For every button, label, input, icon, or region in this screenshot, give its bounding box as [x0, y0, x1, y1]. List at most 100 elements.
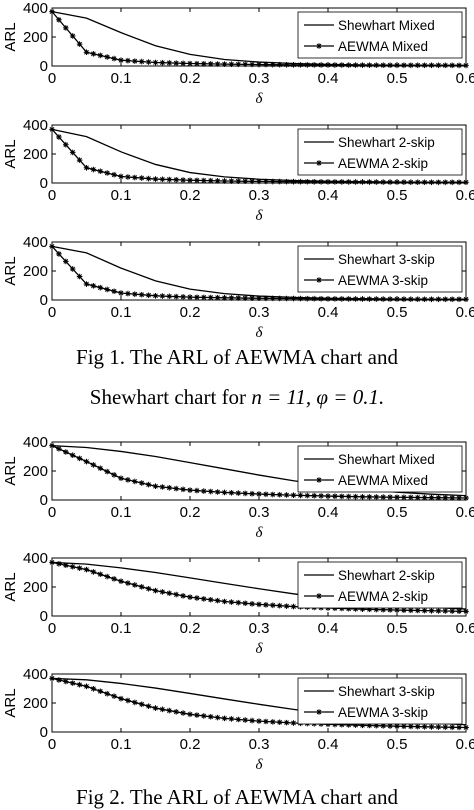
series-point-2 — [359, 722, 366, 729]
series-point-2 — [173, 709, 179, 715]
series-point-2 — [449, 179, 455, 186]
series-point-2 — [339, 296, 345, 302]
series-point-2 — [428, 607, 435, 614]
series-point-2 — [408, 62, 414, 69]
series-point-2 — [263, 61, 269, 68]
x-tick-label: 0 — [48, 187, 56, 204]
series-point-2 — [166, 293, 173, 300]
series-point-2 — [166, 707, 173, 714]
series-point-2 — [221, 178, 228, 184]
legend-box — [297, 445, 463, 493]
x-tick-label: 0.4 — [318, 187, 339, 204]
series-point-2 — [76, 41, 83, 47]
x-axis-label: δ — [256, 208, 264, 224]
series-point-2 — [132, 699, 138, 706]
series-point-2 — [387, 723, 393, 729]
series-point-2 — [449, 296, 455, 303]
series-point-2 — [83, 458, 90, 465]
legend-marker — [316, 477, 322, 483]
x-tick-label: 0.6 — [456, 736, 474, 753]
series-point-2 — [311, 178, 317, 185]
series-point-2 — [76, 455, 83, 462]
series-point-2 — [352, 493, 359, 500]
series-point-2 — [442, 62, 449, 69]
series-point-2 — [256, 178, 262, 185]
series-point-2 — [111, 55, 117, 62]
x-axis-label: δ — [256, 641, 264, 657]
series-point-2 — [345, 493, 352, 500]
series-point-2 — [290, 178, 297, 185]
x-tick-label: 0.4 — [318, 620, 339, 637]
series-point-2 — [56, 446, 62, 452]
series-point-2 — [145, 292, 152, 299]
series-point-2 — [387, 607, 393, 613]
legend-label: Shewhart Mixed — [338, 452, 435, 467]
series-point-2 — [118, 695, 124, 702]
series-point-2 — [138, 291, 145, 298]
series-point-2 — [49, 675, 55, 682]
series-point-2 — [428, 724, 435, 730]
legend-marker — [316, 593, 322, 599]
series-point-2 — [332, 721, 338, 728]
series-point-2 — [207, 713, 214, 720]
series-point-2 — [290, 720, 297, 726]
series-point-2 — [228, 178, 235, 184]
y-tick-label: 0 — [40, 492, 48, 509]
series-point-2 — [373, 606, 380, 613]
series-point-2 — [408, 607, 414, 614]
series-point-2 — [318, 493, 324, 499]
series-point-2 — [118, 290, 124, 296]
series-point-2 — [311, 295, 317, 302]
x-tick-label: 0.3 — [249, 70, 270, 87]
series-point-2 — [270, 602, 276, 609]
x-tick-label: 0 — [48, 70, 56, 87]
x-tick-label: 0 — [48, 736, 56, 753]
series-point-2 — [428, 296, 435, 303]
y-axis-label: ARL — [2, 256, 19, 285]
series-point-2 — [394, 179, 400, 185]
series-point-2 — [421, 62, 428, 69]
x-tick-label: 0.5 — [387, 70, 408, 87]
series-point-2 — [49, 559, 55, 566]
series-point-2 — [387, 179, 393, 185]
series-point-2 — [366, 179, 373, 185]
series-point-2 — [201, 177, 207, 184]
series-point-2 — [173, 60, 179, 66]
series-point-2 — [463, 296, 469, 303]
series-point-2 — [194, 712, 200, 718]
series-point-2 — [221, 61, 228, 67]
x-tick-label: 0.1 — [111, 70, 132, 87]
series-point-2 — [207, 596, 214, 603]
series-point-2 — [366, 296, 373, 302]
series-point-2 — [283, 178, 290, 185]
series-point-2 — [387, 296, 393, 302]
series-point-2 — [463, 495, 469, 501]
series-point-2 — [83, 566, 90, 573]
x-axis-label: δ — [256, 525, 264, 541]
x-tick-label: 0.2 — [180, 304, 201, 321]
series-point-2 — [339, 62, 345, 68]
series-point-2 — [235, 61, 242, 68]
series-point-2 — [456, 179, 462, 186]
series-point-2 — [242, 717, 248, 723]
x-tick-label: 0.4 — [318, 504, 339, 521]
series-point-2 — [49, 442, 55, 449]
x-tick-label: 0.1 — [111, 187, 132, 204]
series-point-2 — [180, 593, 186, 599]
series-point-2 — [173, 176, 179, 183]
series-point-2 — [401, 179, 407, 185]
series-point-2 — [207, 177, 214, 184]
series-point-2 — [256, 295, 262, 302]
series-point-2 — [435, 296, 442, 303]
series-point-2 — [442, 608, 449, 614]
series-point-2 — [263, 602, 269, 608]
y-tick-label: 0 — [40, 608, 48, 625]
legend-box — [297, 561, 463, 609]
series-point-2 — [187, 294, 193, 300]
series-point-2 — [456, 62, 462, 69]
legend-label: AEWMA Mixed — [338, 473, 428, 488]
series-point-2 — [63, 25, 69, 31]
series-point-2 — [394, 494, 400, 501]
series-point-2 — [49, 8, 55, 15]
